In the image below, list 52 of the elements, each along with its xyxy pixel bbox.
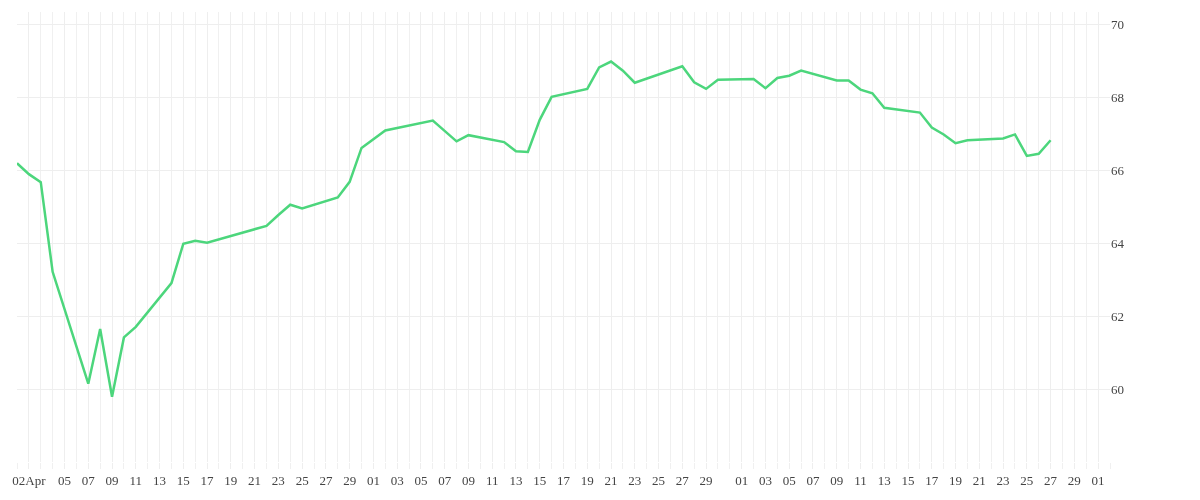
x-tick-label: 23 xyxy=(628,472,642,488)
y-tick-label: 60 xyxy=(1111,381,1124,397)
x-tick-label: 29 xyxy=(1067,472,1081,488)
x-tick-label: 19 xyxy=(949,472,963,488)
x-tick-label: 27 xyxy=(675,472,690,488)
x-tick-label: 25 xyxy=(295,472,309,488)
x-tick-label: 29 xyxy=(343,472,357,488)
line-series xyxy=(17,60,1052,399)
x-tick-label: 17 xyxy=(557,472,571,488)
x-tick-label: 05 xyxy=(414,472,428,488)
x-tick-label: 15 xyxy=(901,472,915,488)
x-tick-label: 07 xyxy=(81,472,96,488)
x-tick-label: 03 xyxy=(390,472,404,488)
y-tick-label: 66 xyxy=(1111,163,1125,179)
x-tick-label: 11 xyxy=(129,472,143,488)
x-tick-label: 07 xyxy=(438,472,452,488)
x-tick-label: 05 xyxy=(58,472,72,488)
x-tick-label: 09 xyxy=(461,472,475,488)
x-tick-label: 13 xyxy=(877,472,891,488)
y-tick-label: 70 xyxy=(1111,17,1124,33)
x-tick-label: 11 xyxy=(485,472,499,488)
x-tick-label: 01 xyxy=(735,472,749,488)
x-tick-label: 23 xyxy=(271,472,285,488)
x-tick-label: 09 xyxy=(105,472,119,488)
y-tick-label: 68 xyxy=(1111,90,1124,106)
x-tick-label: 27 xyxy=(319,472,333,488)
x-tick-label: 11 xyxy=(854,472,867,488)
x-tick-label: 05 xyxy=(782,472,796,488)
x-tick-label: 29 xyxy=(699,472,713,488)
x-tick-label: 13 xyxy=(509,472,523,488)
x-tick-label: 09 xyxy=(830,472,844,488)
x-tick-label: 19 xyxy=(580,472,594,488)
x-tick-label: 03 xyxy=(758,472,772,488)
x-tick-label: 01 xyxy=(1091,472,1105,488)
x-tick-label: 17 xyxy=(925,472,939,488)
x-tick-label: 27 xyxy=(1044,472,1058,488)
x-tick-label: 15 xyxy=(533,472,547,488)
x-tick-label: 15 xyxy=(176,472,190,488)
x-tick-label: 02Apr xyxy=(12,472,47,488)
x-tick-label: 17 xyxy=(200,472,215,488)
x-tick-label: 13 xyxy=(153,472,167,488)
y-tick-label: 62 xyxy=(1111,308,1124,324)
x-tick-label: 19 xyxy=(224,472,238,488)
x-tick-label: 21 xyxy=(972,472,986,488)
x-tick-label: 25 xyxy=(652,472,666,488)
x-tick-label: 23 xyxy=(996,472,1010,488)
x-tick-label: 21 xyxy=(604,472,618,488)
x-tick-label: 25 xyxy=(1020,472,1034,488)
y-tick-label: 64 xyxy=(1111,235,1125,251)
x-tick-label: 21 xyxy=(248,472,262,488)
x-tick-label: 01 xyxy=(366,472,380,488)
x-tick-label: 07 xyxy=(806,472,820,488)
